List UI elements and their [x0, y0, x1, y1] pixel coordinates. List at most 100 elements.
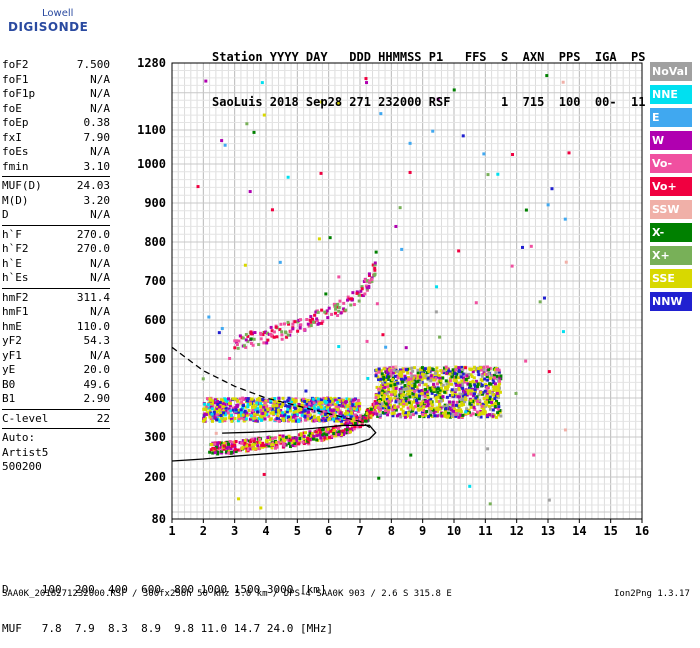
spread-f-point — [496, 394, 500, 398]
noise-point — [365, 81, 369, 85]
es-echo-point — [288, 404, 292, 408]
tick-labels: 1 2 3 4 5 6 7 8 9 10 11 12 13 14 15 1680200300400500600… — [137, 56, 649, 538]
es-echo-point — [308, 405, 312, 409]
es-echo-point — [297, 419, 301, 423]
second-hop-point — [327, 306, 331, 310]
second-hop-point — [249, 330, 253, 334]
spread-f-point — [498, 390, 502, 394]
spread-f-point — [387, 406, 391, 410]
spread-f-point — [419, 368, 423, 372]
spread-f-point — [394, 400, 398, 404]
spread-f-point — [390, 381, 394, 385]
es-echo-point — [224, 412, 228, 416]
es-echo-point — [228, 413, 232, 417]
second-hop-point — [315, 319, 319, 323]
second-hop-point — [359, 289, 363, 293]
spread-f-point — [469, 413, 473, 417]
second-hop-point — [298, 326, 302, 330]
ordinary-trace-point — [216, 450, 220, 454]
spread-f-point — [479, 390, 483, 394]
es-echo-point — [331, 399, 335, 403]
spread-f-point — [468, 383, 472, 387]
spread-f-point — [402, 390, 406, 394]
es-echo-point — [324, 401, 328, 405]
noise-point — [278, 260, 282, 264]
spread-f-point — [463, 390, 467, 394]
es-echo-point — [234, 408, 238, 412]
spread-f-point — [426, 415, 430, 419]
spread-f-point — [413, 389, 417, 393]
second-hop-point — [307, 324, 311, 328]
es-echo-point — [244, 417, 248, 421]
spread-f-point — [393, 383, 397, 387]
spread-f-point — [421, 412, 425, 416]
spread-f-point — [489, 374, 493, 378]
spread-f-point — [448, 377, 452, 381]
es-echo-point — [205, 404, 209, 408]
spread-f-point — [434, 396, 438, 400]
y-tick-label: 200 — [144, 470, 166, 484]
es-echo-point — [308, 402, 312, 406]
noise-point — [468, 484, 472, 488]
spread-f-point — [442, 414, 446, 418]
es-echo-point — [331, 412, 335, 416]
spread-f-point — [496, 395, 500, 399]
ordinary-trace-point — [351, 426, 355, 430]
es-echo-point — [271, 404, 275, 408]
es-echo-point — [286, 399, 290, 403]
spread-f-point — [378, 404, 382, 408]
spread-f-point — [454, 377, 458, 381]
spread-f-point — [482, 397, 486, 401]
second-hop-point — [278, 328, 282, 332]
spread-f-point — [389, 384, 393, 388]
es-echo-point — [230, 413, 234, 417]
es-echo-point — [250, 397, 254, 401]
es-echo-point — [288, 398, 292, 402]
ordinary-trace-point — [364, 413, 368, 417]
param-separator — [2, 428, 110, 429]
ordinary-trace-point — [230, 442, 234, 446]
noise-point — [564, 260, 568, 264]
y-tick-label: 400 — [144, 391, 166, 405]
ordinary-trace-point — [243, 445, 247, 449]
noise-point — [286, 175, 290, 179]
second-hop-point — [346, 298, 350, 302]
spread-f-point — [472, 365, 476, 369]
x-tick-label: 16 — [635, 524, 649, 538]
noise-point — [243, 263, 247, 267]
es-echo-point — [228, 399, 232, 403]
spread-f-point — [450, 370, 454, 374]
y-tick-label: 300 — [144, 430, 166, 444]
y-tick-label: 700 — [144, 274, 166, 288]
spread-f-point — [391, 414, 395, 418]
es-echo-point — [293, 414, 297, 418]
noise-point — [547, 370, 551, 374]
ordinary-trace-point — [324, 426, 328, 430]
es-echo-point — [324, 418, 328, 422]
second-hop-point — [293, 320, 297, 324]
ordinary-trace-point — [218, 441, 222, 445]
ordinary-trace-point — [243, 439, 247, 443]
spread-f-point — [384, 402, 388, 406]
spread-f-point — [390, 369, 394, 373]
spread-f-point — [426, 386, 430, 390]
spread-f-point — [446, 406, 450, 410]
spread-f-point — [426, 391, 430, 395]
es-echo-point — [215, 413, 219, 417]
spread-f-point — [454, 403, 458, 407]
spread-f-point — [378, 385, 382, 389]
noise-point — [379, 112, 383, 116]
es-echo-point — [223, 419, 227, 423]
spread-f-point — [382, 395, 386, 399]
spread-f-point — [424, 374, 428, 378]
es-echo-point — [327, 408, 331, 412]
es-echo-point — [269, 399, 273, 403]
virtual-height-fit — [171, 346, 373, 430]
es-echo-point — [317, 406, 321, 410]
es-echo-point — [283, 404, 287, 408]
spread-f-point — [465, 393, 469, 397]
ordinary-trace-point — [213, 451, 217, 455]
second-hop-point — [363, 292, 367, 296]
es-echo-point — [309, 403, 313, 407]
es-echo-point — [260, 418, 264, 422]
